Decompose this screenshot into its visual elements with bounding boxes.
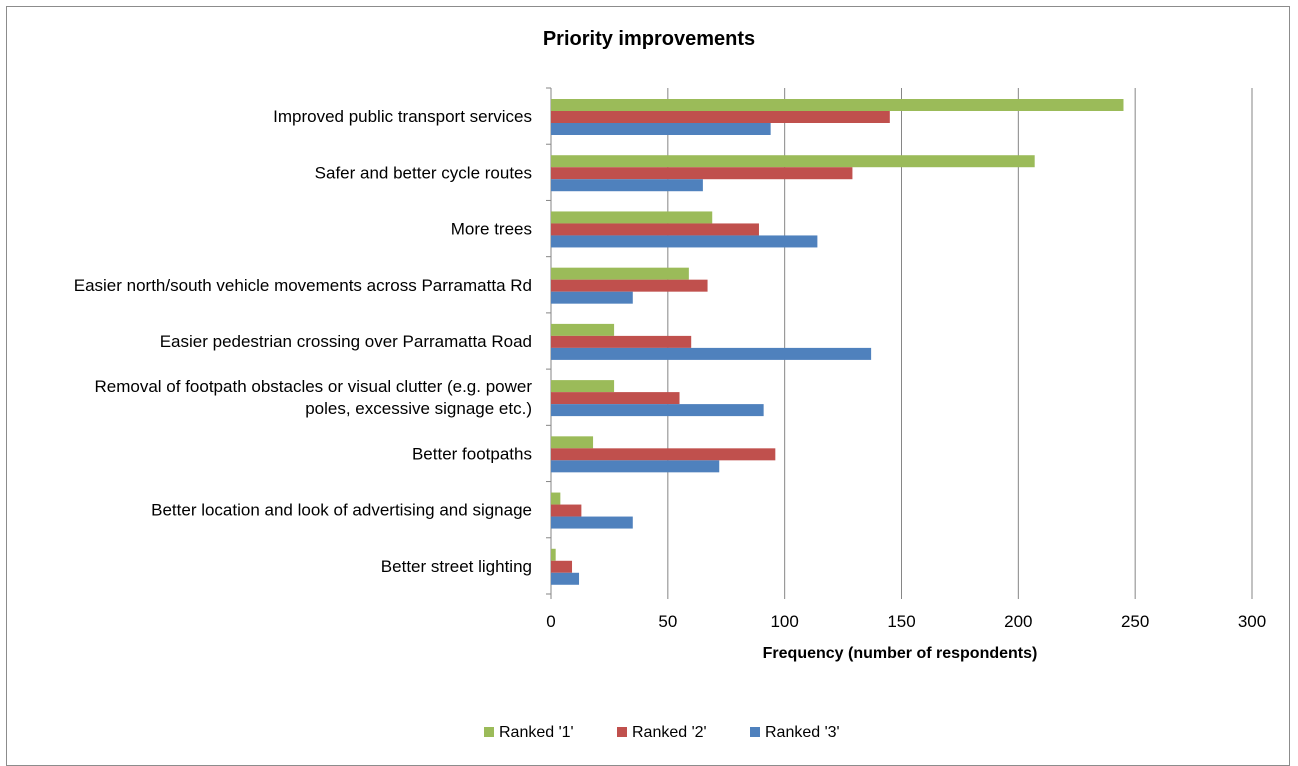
category-label: Better location and look of advertising …: [151, 501, 532, 520]
bar-3-5: [551, 347, 872, 360]
category-label: Better footpaths: [412, 444, 532, 463]
bar-1-8: [551, 492, 561, 505]
bar-3-7: [551, 460, 720, 473]
bar-1-3: [551, 211, 713, 224]
category-label: Easier pedestrian crossing over Parramat…: [160, 332, 532, 351]
bar-2-3: [551, 223, 759, 236]
x-tick-label: 250: [1121, 612, 1149, 631]
bar-3-1: [551, 123, 771, 135]
x-tick-label: 300: [1238, 612, 1266, 631]
x-tick-label: 50: [658, 612, 677, 631]
x-axis-title: Frequency (number of respondents): [763, 645, 1038, 662]
bar-2-1: [551, 111, 890, 123]
bar-3-2: [551, 179, 703, 192]
chart-title: Priority improvements: [542, 28, 756, 50]
legend: Ranked '1' Ranked '2' Ranked '3': [484, 724, 840, 741]
category-label: More trees: [451, 220, 532, 239]
bar-3-9: [551, 572, 580, 585]
legend-swatch: [617, 727, 627, 737]
category-label: Easier north/south vehicle movements acr…: [74, 276, 532, 295]
legend-swatch: [750, 727, 760, 737]
bar-2-4: [551, 279, 708, 292]
bar-1-4: [551, 267, 689, 280]
legend-label: Ranked '3': [765, 724, 840, 741]
category-label: Safer and better cycle routes: [315, 163, 532, 182]
category-label: Removal of footpath obstacles or visual …: [95, 377, 533, 418]
category-labels: Improved public transport services Safer …: [74, 107, 533, 576]
x-tick-label: 100: [770, 612, 798, 631]
bar-2-7: [551, 448, 776, 461]
bar-1-1: [551, 99, 1124, 111]
bar-2-9: [551, 560, 573, 573]
bar-2-6: [551, 392, 680, 405]
legend-swatch: [484, 727, 494, 737]
category-label: Improved public transport services: [273, 107, 532, 126]
bar-1-2: [551, 155, 1035, 168]
bars: [551, 99, 1124, 585]
bar-3-8: [551, 516, 633, 529]
legend-label: Ranked '1': [499, 724, 574, 741]
bar-2-5: [551, 335, 692, 348]
x-tick-label: 200: [1004, 612, 1032, 631]
bar-1-5: [551, 323, 615, 336]
legend-label: Ranked '2': [632, 724, 707, 741]
bar-3-3: [551, 235, 818, 248]
bar-1-9: [551, 548, 556, 561]
bar-3-6: [551, 404, 764, 417]
category-label: Better street lighting: [381, 557, 532, 576]
x-tick-label: 0: [546, 612, 555, 631]
bar-2-8: [551, 504, 582, 517]
bar-1-7: [551, 436, 594, 449]
bar-2-2: [551, 167, 853, 180]
bar-1-6: [551, 380, 615, 393]
x-tick-label: 150: [887, 612, 915, 631]
bar-3-4: [551, 291, 633, 304]
tick-labels: 0 50 100 150 200 250 300: [546, 612, 1266, 631]
